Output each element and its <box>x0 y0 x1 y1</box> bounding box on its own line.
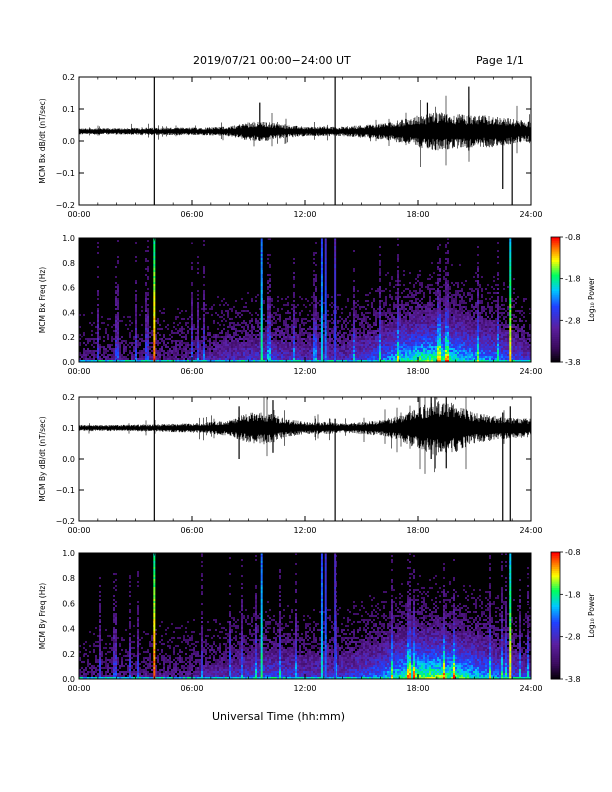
y-tick-label: 1.0 <box>62 234 75 243</box>
y-tick-label: −0.1 <box>56 169 75 178</box>
y-tick-label: 0.2 <box>62 333 75 342</box>
spectral-streak <box>320 553 323 679</box>
x-tick-label: 24:00 <box>519 367 542 376</box>
y-tick-label: 0.8 <box>62 259 75 268</box>
x-tick-label: 18:00 <box>406 210 429 219</box>
y-tick-label: 0.0 <box>62 358 75 367</box>
y-tick-label: 0.8 <box>62 574 75 583</box>
y-tick-label: 0.2 <box>62 650 75 659</box>
colorbar-tick-label: -1.8 <box>565 590 581 599</box>
colorbar-label: Log₁₀ Power <box>587 592 596 637</box>
colorbar-tick-label: -3.8 <box>565 358 581 367</box>
data-trace <box>79 95 531 167</box>
page-label: Page 1/1 <box>476 54 524 67</box>
colorbar-tick-label: -2.8 <box>565 633 581 642</box>
colorbar-tick-label: -0.8 <box>565 233 581 242</box>
y-tick-label: 0.4 <box>62 625 75 634</box>
y-tick-label: 0.6 <box>62 284 75 293</box>
y-tick-label: 0.0 <box>62 455 75 464</box>
data-trace <box>79 397 531 474</box>
x-tick-label: 12:00 <box>293 210 316 219</box>
panel-bx: 00:00 06:00 12:00 18:00 24:00 0.2 0.1 0.0 −0.1 −0… <box>38 73 543 219</box>
x-tick-label: 24:00 <box>519 526 542 535</box>
figure-title: 2019/07/21 00:00−24:00 UT <box>193 54 351 67</box>
trace-group <box>79 397 531 521</box>
x-tick-label: 06:00 <box>180 367 203 376</box>
y-tick-label: 0.2 <box>62 393 75 402</box>
x-tick-label: 18:00 <box>406 684 429 693</box>
panel-by_spec: 00:00 06:00 12:00 18:00 24:00 1.0 0.8 0.6 0.4 0.2… <box>38 549 543 693</box>
spectral-streak <box>260 238 263 362</box>
x-tick-label: 06:00 <box>180 526 203 535</box>
y-tick-label: 0.6 <box>62 599 75 608</box>
x-tick-label: 18:00 <box>406 526 429 535</box>
colorbar-tick-label: -3.8 <box>565 675 581 684</box>
x-tick-label: 18:00 <box>406 367 429 376</box>
colorbar-label: Log₁₀ Power <box>587 276 596 321</box>
spectral-streak <box>334 238 337 362</box>
spectral-streak <box>320 238 323 362</box>
x-tick-label: 24:00 <box>519 210 542 219</box>
spectrogram-cells <box>79 553 531 679</box>
spectrogram-cells <box>79 238 531 362</box>
spectral-streak <box>260 553 263 679</box>
y-tick-label: 0.1 <box>62 105 75 114</box>
spectral-streak <box>324 553 327 679</box>
spectral-streak <box>153 553 156 679</box>
x-axis-title: Universal Time (hh:mm) <box>212 710 345 723</box>
x-tick-label: 00:00 <box>67 684 90 693</box>
colorbar: -0.8 -1.8 -2.8 -3.8 Log₁₀ Power <box>550 548 596 684</box>
y-tick-label: 0.2 <box>62 73 75 82</box>
y-tick-label: 0.0 <box>62 137 75 146</box>
y-tick-label: −0.1 <box>56 486 75 495</box>
x-tick-label: 12:00 <box>293 526 316 535</box>
x-tick-label: 00:00 <box>67 526 90 535</box>
y-axis-label: MCM By dB/dt (nT/sec) <box>38 416 47 501</box>
y-tick-label: 0.0 <box>62 675 75 684</box>
spectral-streak <box>324 238 327 362</box>
x-tick-label: 12:00 <box>293 684 316 693</box>
y-axis-label: MCM By Freq (Hz) <box>38 583 47 649</box>
colorbar-tick-label: -2.8 <box>565 316 581 325</box>
colorbar-tick-label: -1.8 <box>565 275 581 284</box>
x-tick-label: 00:00 <box>67 210 90 219</box>
y-tick-label: −0.2 <box>56 517 75 526</box>
spectral-streak <box>334 553 337 679</box>
y-axis-label: MCM Bx dB/dt (nT/sec) <box>38 98 47 183</box>
colorbar-frame <box>550 551 561 680</box>
x-tick-label: 12:00 <box>293 367 316 376</box>
x-tick-label: 06:00 <box>180 210 203 219</box>
spectral-streak <box>509 238 512 362</box>
y-tick-label: −0.2 <box>56 201 75 210</box>
panel-bx_spec: 00:00 06:00 12:00 18:00 24:00 1.0 0.8 0.6 0.4 0.2… <box>38 234 543 376</box>
trace-group <box>79 77 531 205</box>
colorbar-tick-label: -0.8 <box>565 548 581 557</box>
spectral-streak <box>153 238 156 362</box>
y-tick-label: 1.0 <box>62 549 75 558</box>
y-axis-label: MCM Bx Freq (Hz) <box>38 267 47 333</box>
x-tick-label: 06:00 <box>180 684 203 693</box>
y-tick-label: 0.1 <box>62 424 75 433</box>
y-tick-label: 0.4 <box>62 308 75 317</box>
panel-by: 00:00 06:00 12:00 18:00 24:00 0.2 0.1 0.0 −0.1 −0… <box>38 393 543 535</box>
x-tick-label: 00:00 <box>67 367 90 376</box>
colorbar-frame <box>550 236 561 363</box>
colorbar: -0.8 -1.8 -2.8 -3.8 Log₁₀ Power <box>550 233 596 367</box>
spectral-streak <box>509 553 512 679</box>
x-tick-label: 24:00 <box>519 684 542 693</box>
